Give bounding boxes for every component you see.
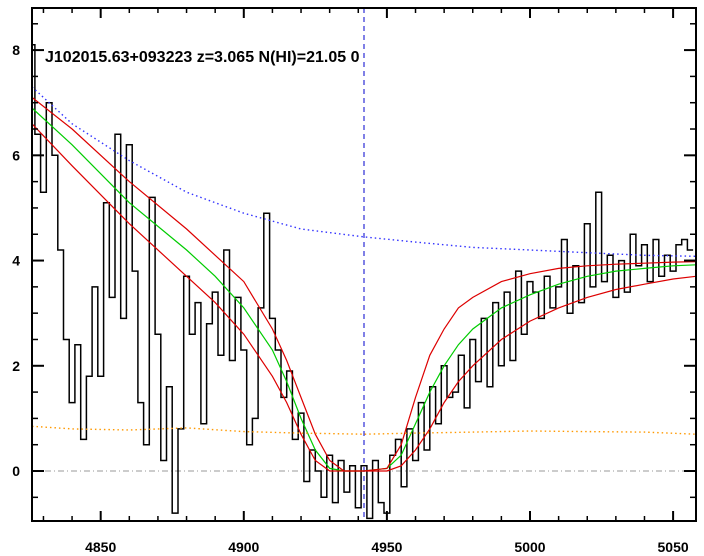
x-tick-label: 5000 (514, 539, 545, 555)
y-tick-label: 0 (12, 463, 20, 479)
x-tick-label: 4900 (228, 539, 259, 555)
y-tick-label: 2 (12, 358, 20, 374)
data-layer (32, 8, 696, 521)
chart-title: J102015.63+093223 z=3.065 N(HI)=21.05 0 (45, 49, 360, 66)
x-tick-label: 5050 (658, 539, 689, 555)
y-tick-label: 6 (12, 147, 20, 163)
model-lower-bound-series (32, 123, 696, 472)
y-tick-label: 4 (12, 253, 20, 269)
y-tick-label: 8 (12, 42, 20, 58)
model-fit-series (32, 107, 696, 472)
continuum-series (32, 86, 696, 257)
plot-frame (31, 7, 697, 522)
plot-area: 4850 4900 4950 5000 5050 0 2 4 6 8 (12, 7, 697, 555)
model-upper-bound-series (32, 96, 696, 472)
x-tick-label: 4950 (371, 539, 402, 555)
x-tick-label: 4850 (85, 539, 116, 555)
observed-flux-series (32, 44, 694, 520)
